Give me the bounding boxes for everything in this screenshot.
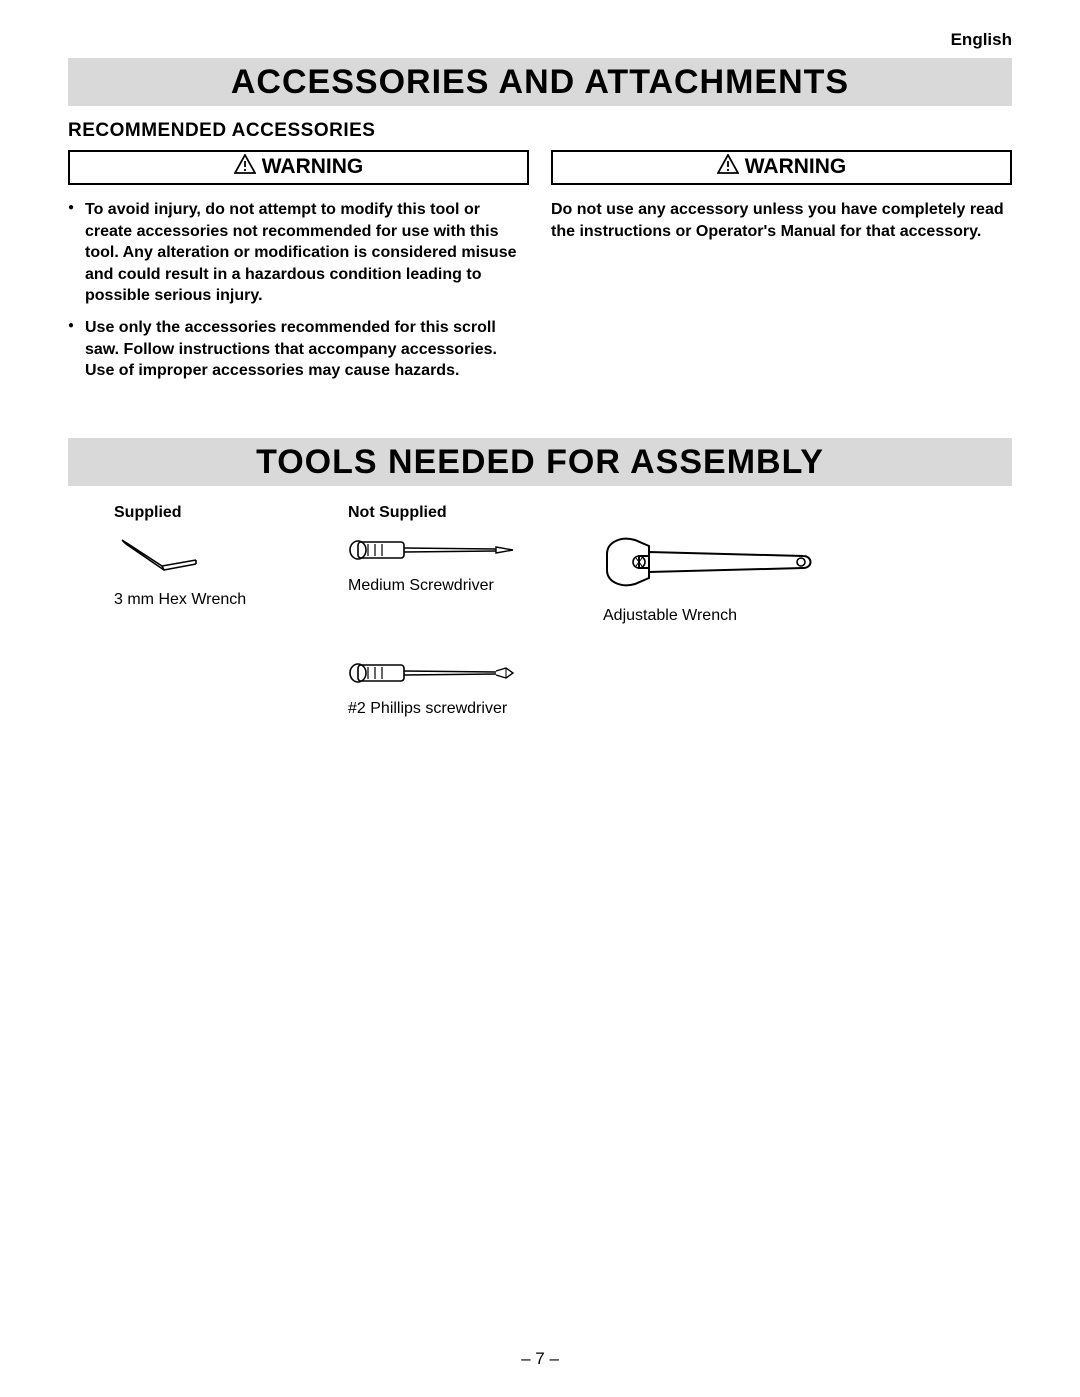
not-supplied-column: Not Supplied Medium Screwdriver (348, 504, 603, 746)
adjustable-wrench-column: Adjustable Wrench (603, 504, 1012, 746)
warning-left-bullets: To avoid injury, do not attempt to modif… (68, 199, 529, 382)
not-supplied-label: Not Supplied (348, 504, 603, 522)
warning-icon (234, 154, 256, 180)
warning-right-column: WARNING Do not use any accessory unless … (551, 150, 1012, 392)
recommended-accessories-heading: RECOMMENDED ACCESSORIES (68, 120, 1012, 142)
hex-wrench-icon (114, 536, 348, 583)
warning-box-right: WARNING (551, 150, 1012, 185)
warning-label-left: WARNING (262, 155, 364, 179)
screwdriver-icon (348, 536, 603, 569)
section-accessories-header: ACCESSORIES AND ATTACHMENTS (68, 58, 1012, 106)
warnings-row: WARNING To avoid injury, do not attempt … (68, 150, 1012, 392)
phillips-label: #2 Phillips screwdriver (348, 700, 603, 718)
adjustable-wrench-icon (603, 532, 1012, 599)
bullet-item: To avoid injury, do not attempt to modif… (85, 199, 529, 307)
tool-medium-screwdriver: Medium Screwdriver (348, 536, 603, 595)
warning-label-right: WARNING (745, 155, 847, 179)
tool-hex-wrench: 3 mm Hex Wrench (114, 536, 348, 609)
medium-screwdriver-label: Medium Screwdriver (348, 577, 603, 595)
warning-left-column: WARNING To avoid injury, do not attempt … (68, 150, 529, 392)
adjustable-wrench-label: Adjustable Wrench (603, 607, 1012, 625)
supplied-label: Supplied (114, 504, 348, 522)
section-tools-header: TOOLS NEEDED FOR ASSEMBLY (68, 438, 1012, 486)
tools-row: Supplied 3 mm Hex Wrench Not Supplied (68, 504, 1012, 746)
warning-icon (717, 154, 739, 180)
language-label: English (68, 30, 1012, 50)
tool-adjustable-wrench: Adjustable Wrench (603, 532, 1012, 625)
warning-box-left: WARNING (68, 150, 529, 185)
hex-wrench-label: 3 mm Hex Wrench (114, 591, 348, 609)
warning-right-text: Do not use any accessory unless you have… (551, 199, 1012, 242)
phillips-screwdriver-icon (348, 659, 603, 692)
supplied-column: Supplied 3 mm Hex Wrench (68, 504, 348, 746)
page-number: – 7 – (0, 1349, 1080, 1369)
tool-phillips-screwdriver: #2 Phillips screwdriver (348, 659, 603, 718)
bullet-item: Use only the accessories recommended for… (85, 317, 529, 382)
